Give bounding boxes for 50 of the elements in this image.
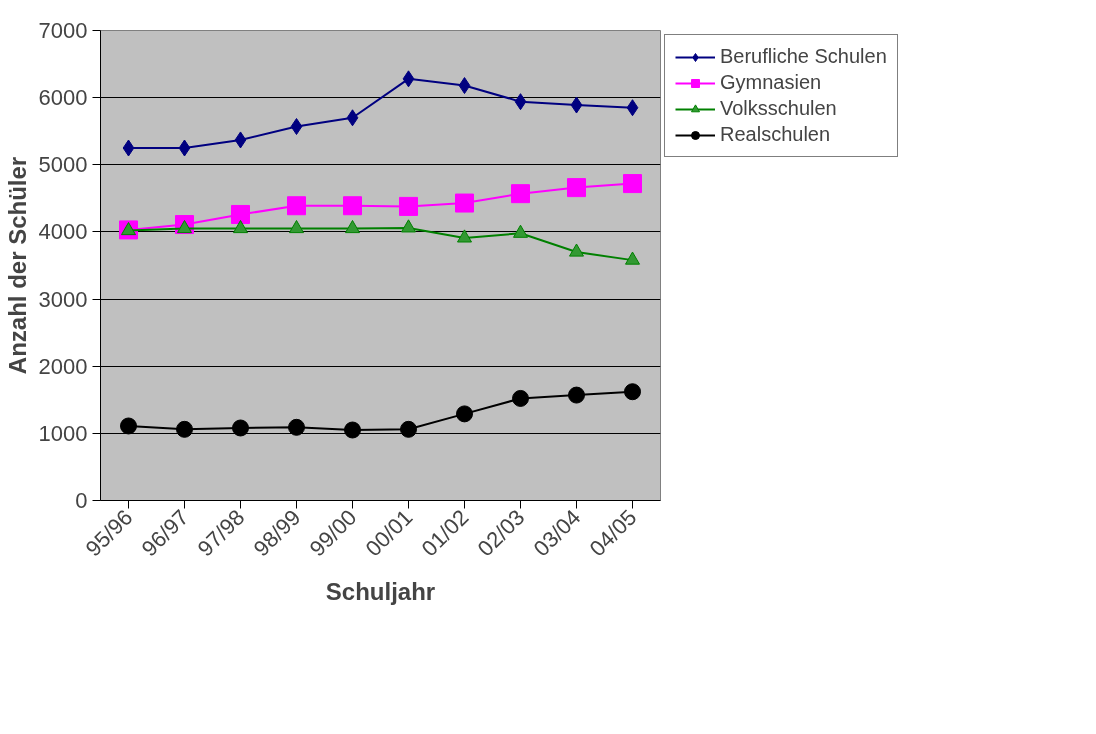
y-tick-label: 6000 xyxy=(38,85,88,111)
y-axis-title: Anzahl der Schüler xyxy=(3,156,31,375)
point xyxy=(458,77,471,95)
point xyxy=(232,419,249,437)
point xyxy=(455,193,474,213)
point xyxy=(290,118,303,136)
point xyxy=(456,405,473,423)
point xyxy=(343,196,362,216)
legend-label: Volksschulen xyxy=(720,97,837,120)
point xyxy=(400,420,417,438)
legend-label: Gymnasien xyxy=(720,71,822,94)
point xyxy=(399,196,418,216)
point xyxy=(623,174,642,194)
point xyxy=(569,243,584,257)
y-tick-label: 0 xyxy=(75,488,88,513)
y-tick-label: 2000 xyxy=(38,353,88,379)
x-axis-title: Schuljahr xyxy=(325,578,436,606)
point xyxy=(344,421,361,439)
y-tick-label: 1000 xyxy=(38,420,88,446)
legend-label: Berufliche Schulen xyxy=(720,45,887,68)
point xyxy=(178,139,191,157)
point xyxy=(457,229,472,243)
point xyxy=(234,131,247,149)
point xyxy=(231,204,250,224)
y-tick-label: 4000 xyxy=(38,219,88,245)
point xyxy=(401,219,416,233)
y-tick-label: 3000 xyxy=(38,286,88,312)
point xyxy=(287,196,306,216)
point xyxy=(511,184,530,204)
point xyxy=(625,251,640,265)
point xyxy=(289,219,304,234)
point xyxy=(512,389,529,407)
point xyxy=(122,139,135,157)
point xyxy=(568,386,585,404)
point xyxy=(567,178,586,198)
point xyxy=(288,418,305,436)
point xyxy=(513,224,528,238)
y-tick-label: 5000 xyxy=(38,152,88,178)
point xyxy=(626,99,639,117)
point xyxy=(120,417,137,435)
point xyxy=(345,219,360,234)
point xyxy=(176,420,193,438)
point xyxy=(514,93,527,111)
point xyxy=(402,70,415,88)
point xyxy=(570,96,583,114)
point xyxy=(624,383,641,401)
legend-label: Realschulen xyxy=(720,123,831,146)
y-tick-label: 7000 xyxy=(38,18,88,43)
point xyxy=(346,109,359,127)
point xyxy=(233,219,248,234)
